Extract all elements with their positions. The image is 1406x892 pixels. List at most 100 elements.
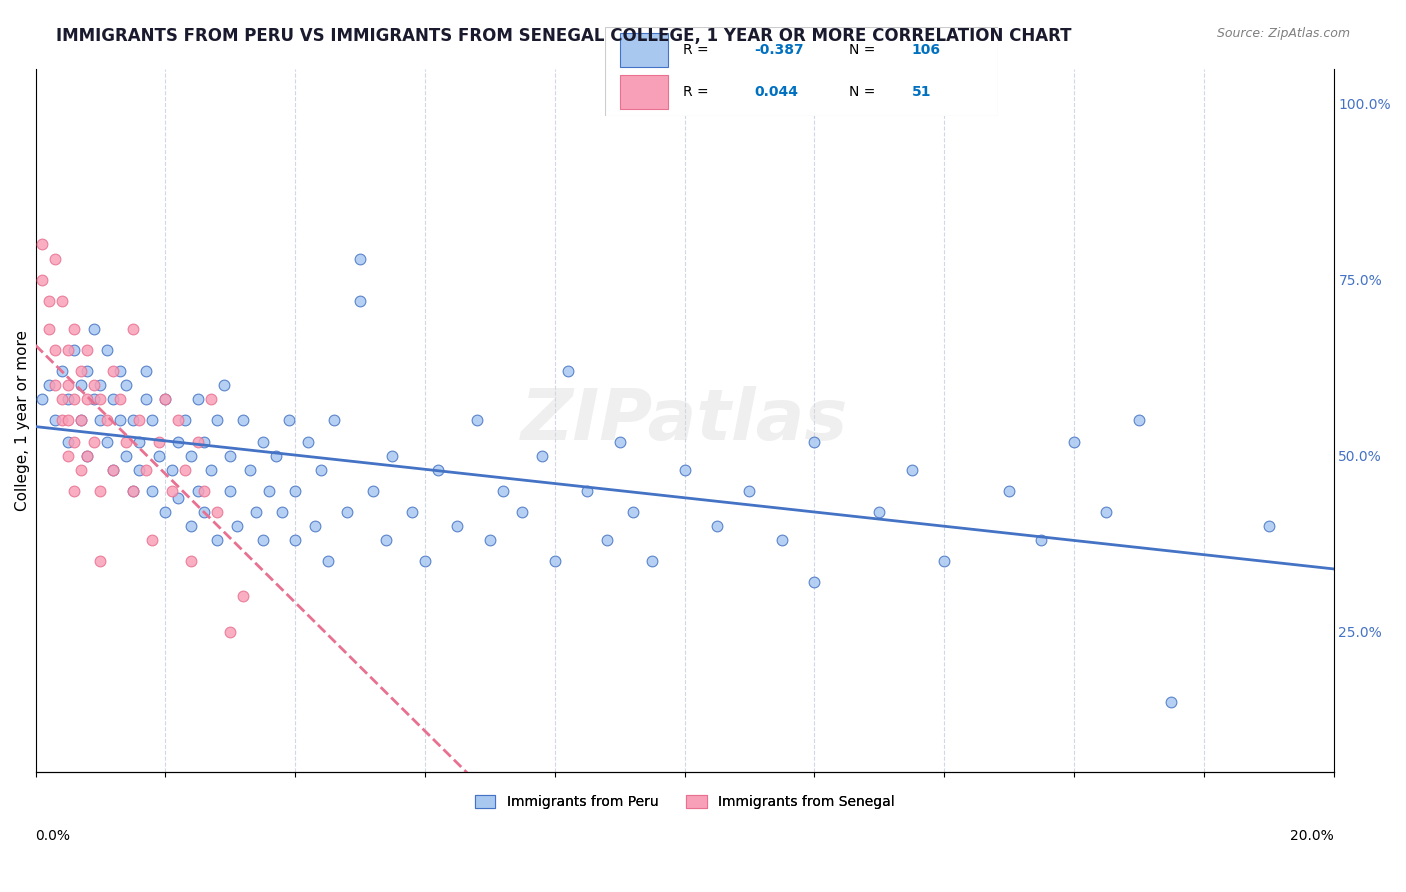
Point [932, 554, 955, 568]
Point [375, 533, 398, 547]
Point [89, 413, 111, 427]
Text: Source: ZipAtlas.com: Source: ZipAtlas.com [1216, 27, 1350, 40]
Point [63, 392, 86, 407]
Point [738, 483, 761, 498]
Point [180, 449, 202, 463]
Point [187, 434, 209, 449]
Point [264, 449, 287, 463]
Point [173, 463, 195, 477]
Point [31, 273, 53, 287]
Point [115, 449, 138, 463]
FancyBboxPatch shape [605, 27, 998, 116]
Point [83, 322, 105, 336]
Point [155, 392, 177, 407]
Point [193, 434, 215, 449]
Point [70, 413, 93, 427]
Point [1257, 519, 1279, 533]
Point [277, 413, 299, 427]
Point [207, 505, 229, 519]
Point [108, 413, 131, 427]
Point [141, 483, 163, 498]
Point [180, 554, 202, 568]
Point [595, 533, 617, 547]
FancyBboxPatch shape [620, 33, 668, 67]
Point [89, 554, 111, 568]
Point [44, 252, 66, 266]
Point [167, 413, 190, 427]
Point [557, 364, 579, 378]
Point [76, 449, 98, 463]
Y-axis label: College, 1 year or more: College, 1 year or more [15, 330, 30, 511]
Point [51, 293, 73, 308]
Point [426, 463, 449, 477]
Point [148, 434, 170, 449]
Point [44, 343, 66, 357]
Point [103, 463, 125, 477]
Text: 0.044: 0.044 [754, 85, 799, 99]
Point [673, 463, 696, 477]
Point [284, 533, 307, 547]
Point [115, 378, 138, 392]
Point [193, 505, 215, 519]
Point [160, 463, 183, 477]
Point [135, 364, 157, 378]
Point [232, 413, 254, 427]
Point [167, 434, 190, 449]
Point [31, 237, 53, 252]
Point [51, 392, 73, 407]
Point [135, 392, 157, 407]
Point [103, 364, 125, 378]
Point [544, 554, 567, 568]
Point [401, 505, 423, 519]
Point [56, 434, 79, 449]
FancyBboxPatch shape [620, 75, 668, 109]
Point [38, 378, 60, 392]
Point [239, 463, 262, 477]
Point [141, 533, 163, 547]
Point [160, 483, 183, 498]
Point [76, 449, 98, 463]
Point [83, 378, 105, 392]
Point [108, 364, 131, 378]
Text: 0.0%: 0.0% [35, 829, 70, 843]
Point [207, 533, 229, 547]
Point [96, 413, 118, 427]
Point [200, 392, 222, 407]
Point [122, 413, 145, 427]
Point [219, 624, 242, 639]
Point [89, 392, 111, 407]
Point [1031, 533, 1053, 547]
Point [122, 483, 145, 498]
Point [38, 293, 60, 308]
Point [413, 554, 436, 568]
Point [31, 392, 53, 407]
Point [108, 392, 131, 407]
Point [70, 364, 93, 378]
Point [446, 519, 468, 533]
Point [803, 434, 825, 449]
Text: IMMIGRANTS FROM PERU VS IMMIGRANTS FROM SENEGAL COLLEGE, 1 YEAR OR MORE CORRELAT: IMMIGRANTS FROM PERU VS IMMIGRANTS FROM … [56, 27, 1071, 45]
Point [56, 343, 79, 357]
Point [155, 392, 177, 407]
Point [316, 554, 339, 568]
Point [706, 519, 728, 533]
Point [128, 413, 150, 427]
Point [900, 463, 922, 477]
Point [103, 392, 125, 407]
Point [530, 449, 553, 463]
Point [492, 483, 515, 498]
Point [770, 533, 793, 547]
Point [89, 483, 111, 498]
Point [128, 434, 150, 449]
Point [252, 533, 274, 547]
Point [96, 434, 118, 449]
Point [141, 413, 163, 427]
Point [304, 519, 326, 533]
Point [1063, 434, 1085, 449]
Point [63, 343, 86, 357]
Point [167, 491, 190, 505]
Point [180, 519, 202, 533]
Point [89, 378, 111, 392]
Point [609, 434, 631, 449]
Legend: Immigrants from Peru, Immigrants from Senegal: Immigrants from Peru, Immigrants from Se… [470, 789, 900, 814]
